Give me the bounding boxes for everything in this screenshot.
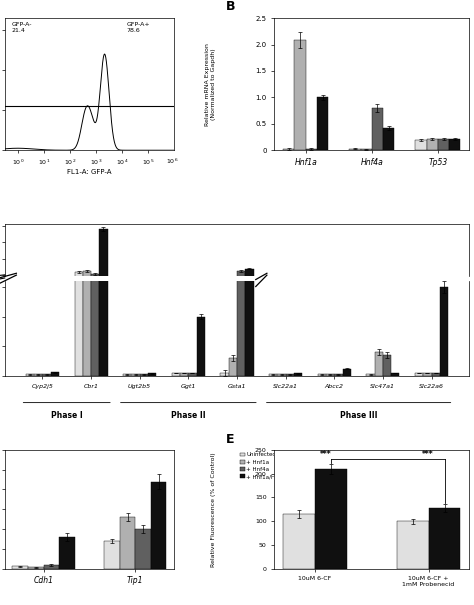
Bar	[148, 373, 156, 376]
Bar	[120, 517, 135, 569]
Text: GFP-A+
78.6: GFP-A+ 78.6	[127, 22, 150, 33]
Bar	[74, 272, 83, 292]
Y-axis label: Relative mRNA Expression
(Normalized to Gapdh): Relative mRNA Expression (Normalized to …	[205, 43, 216, 126]
Bar	[374, 352, 383, 376]
Bar	[318, 374, 326, 376]
Bar	[415, 140, 427, 150]
Bar	[343, 291, 351, 292]
Bar	[245, 269, 254, 292]
Bar	[277, 374, 286, 376]
Bar	[306, 149, 317, 150]
Bar	[131, 374, 140, 376]
Bar	[449, 139, 460, 150]
Bar	[91, 275, 100, 292]
Bar	[366, 374, 374, 376]
Bar	[432, 373, 440, 376]
Bar	[423, 373, 432, 376]
Text: 10$^6$: 10$^6$	[166, 157, 179, 166]
Bar	[44, 564, 59, 569]
Bar	[269, 374, 277, 376]
Bar	[172, 373, 180, 376]
Bar	[374, 289, 383, 292]
Bar	[123, 374, 131, 376]
Text: Phase III: Phase III	[340, 411, 377, 420]
Bar	[397, 521, 428, 569]
Bar	[440, 282, 448, 292]
Bar	[197, 316, 205, 376]
Bar	[229, 290, 237, 292]
Bar	[220, 373, 229, 376]
Text: Phase II: Phase II	[171, 411, 206, 420]
Bar	[197, 285, 205, 292]
Bar	[286, 374, 294, 376]
Bar	[383, 289, 391, 292]
Bar	[151, 482, 166, 569]
Bar	[372, 108, 383, 150]
X-axis label: FL1-A: GFP-A: FL1-A: GFP-A	[67, 169, 112, 175]
Bar	[326, 374, 334, 376]
Bar	[349, 149, 361, 150]
Bar	[361, 149, 372, 150]
Bar	[180, 373, 188, 376]
Bar	[383, 355, 391, 376]
Bar	[237, 271, 245, 292]
Bar	[237, 192, 245, 376]
Text: ***: ***	[319, 451, 331, 459]
Bar	[100, 0, 108, 376]
Bar	[438, 139, 449, 150]
Bar	[135, 529, 151, 569]
Bar	[440, 287, 448, 376]
Bar	[315, 469, 347, 569]
Text: B: B	[226, 0, 235, 13]
Text: ***: ***	[422, 451, 433, 459]
Bar	[283, 514, 315, 569]
Text: E: E	[226, 433, 234, 446]
Bar	[415, 373, 423, 376]
Bar	[294, 373, 302, 376]
Bar	[104, 541, 120, 569]
Bar	[343, 368, 351, 376]
Bar	[28, 567, 44, 569]
Bar	[83, 271, 91, 292]
Legend: Uninfected, + Hnf1a, + Hnf4a, + Hnf1a/Hnf4a: Uninfected, + Hnf1a, + Hnf4a, + Hnf1a/Hn…	[238, 450, 290, 482]
Bar	[51, 372, 59, 376]
Bar	[59, 537, 75, 569]
Bar	[391, 373, 400, 376]
Bar	[26, 374, 34, 376]
Bar	[383, 128, 394, 150]
Bar	[100, 229, 108, 292]
Bar	[294, 41, 306, 150]
Bar	[245, 168, 254, 376]
Bar	[74, 198, 83, 376]
Bar	[428, 508, 460, 569]
Bar	[229, 358, 237, 376]
Bar	[91, 221, 100, 376]
Bar	[283, 149, 294, 150]
Text: Phase I: Phase I	[51, 411, 82, 420]
Y-axis label: Relative Fluorescence (% of Control): Relative Fluorescence (% of Control)	[211, 452, 216, 566]
Bar	[334, 374, 343, 376]
Bar	[188, 373, 197, 376]
Bar	[12, 566, 28, 569]
Bar	[42, 374, 51, 376]
Text: GFP-A-
21.4: GFP-A- 21.4	[11, 22, 32, 33]
Bar	[140, 374, 148, 376]
Bar	[83, 189, 91, 376]
Bar	[317, 97, 328, 150]
Bar	[427, 139, 438, 150]
Bar	[34, 374, 42, 376]
